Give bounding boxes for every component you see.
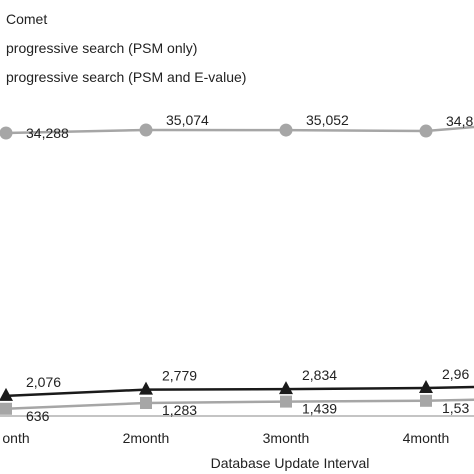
data-point-comet-2 <box>139 123 153 137</box>
legend-entry-psm-evalue: progressive search (PSM and E-value) <box>6 69 246 85</box>
series-line-psm-only <box>5 398 474 411</box>
data-label-psm-only-3: 1,439 <box>302 401 337 417</box>
series-line-psm-evalue <box>5 385 474 398</box>
data-label-psm-evalue-3: 2,834 <box>302 367 337 383</box>
data-label-psm-only-4: 1,53 <box>442 400 469 416</box>
data-label-psm-evalue-4: 2,96 <box>442 366 469 382</box>
legend: Comet progressive search (PSM only) prog… <box>6 11 246 85</box>
x-axis-title: Database Update Interval <box>211 455 370 471</box>
legend-entry-psm-only: progressive search (PSM only) <box>6 40 197 56</box>
data-point-psm-only-3 <box>280 395 292 408</box>
data-label-comet-3: 35,052 <box>306 112 349 128</box>
legend-entry-comet: Comet <box>6 11 47 27</box>
data-point-psm-evalue-1 <box>0 387 13 401</box>
data-point-comet-4 <box>419 124 433 138</box>
x-tick-label-1: onth <box>2 430 29 446</box>
data-label-comet-4: 34,8 <box>446 113 473 129</box>
data-point-psm-evalue-3 <box>279 381 293 395</box>
data-label-psm-only-2: 1,283 <box>162 402 197 418</box>
data-point-psm-evalue-4 <box>419 380 433 393</box>
x-tick-label-2: 2month <box>123 430 170 446</box>
data-point-psm-only-2 <box>140 396 152 409</box>
data-label-comet-1: 34,288 <box>26 125 69 141</box>
x-tick-label-4: 4month <box>403 430 450 446</box>
data-point-comet-1 <box>0 126 13 140</box>
series-line-comet <box>5 125 474 135</box>
data-label-psm-only-1: 636 <box>26 408 50 424</box>
data-point-comet-3 <box>279 123 293 137</box>
series-psm-evalue: 2,076 2,779 2,834 2,96 <box>0 366 474 401</box>
data-label-psm-evalue-1: 2,076 <box>26 374 61 390</box>
series-psm-only: 636 1,283 1,439 1,53 <box>0 394 474 424</box>
data-point-psm-only-4 <box>420 394 432 407</box>
data-point-psm-only-1 <box>0 402 12 415</box>
x-tick-label-3: 3month <box>263 430 310 446</box>
data-label-comet-2: 35,074 <box>166 112 209 128</box>
data-point-psm-evalue-2 <box>139 381 153 395</box>
series-comet: 34,288 35,074 35,052 34,8 <box>0 112 474 141</box>
data-label-psm-evalue-2: 2,779 <box>162 368 197 384</box>
